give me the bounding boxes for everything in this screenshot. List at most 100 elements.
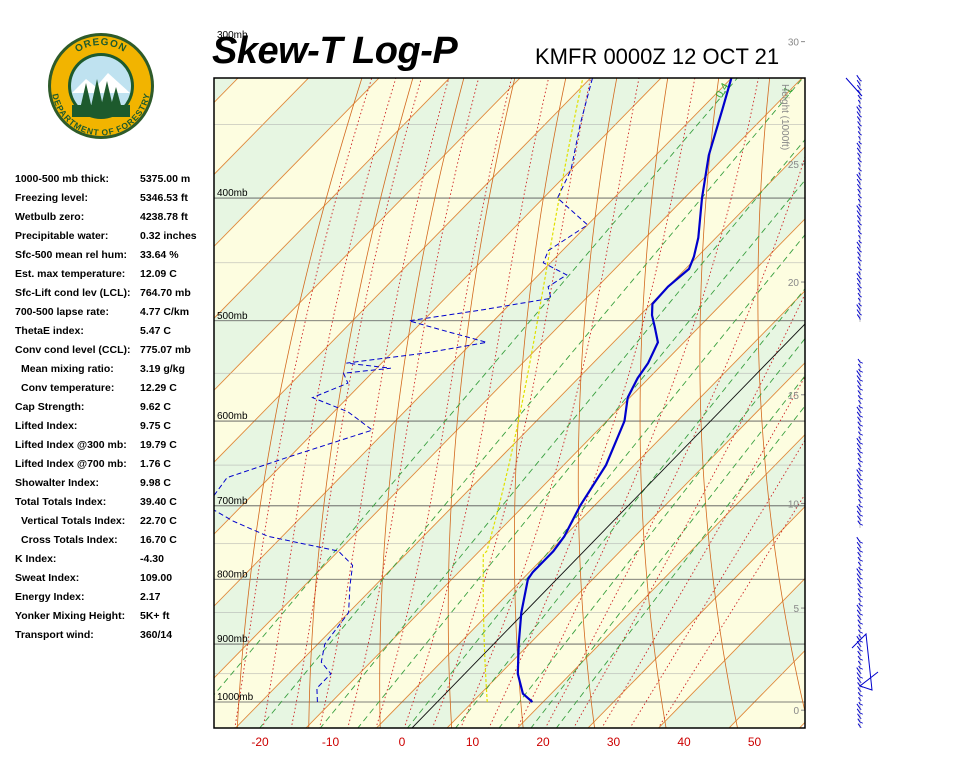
wind-barb xyxy=(857,287,861,292)
index-row: Lifted Index @700 mb: 1.76 C xyxy=(15,455,215,474)
wind-barb xyxy=(859,277,862,280)
index-label: Conv temperature: xyxy=(21,382,115,394)
wind-barb xyxy=(859,690,862,692)
wind-barb xyxy=(857,457,861,462)
wind-barb xyxy=(859,259,862,262)
wind-barb xyxy=(857,494,861,498)
wind-barb xyxy=(857,452,861,457)
wind-barb xyxy=(857,484,861,489)
wind-barb xyxy=(858,239,861,243)
wind-barb xyxy=(857,583,861,588)
index-row: Yonker Mixing Height: 5K+ ft xyxy=(15,607,215,626)
dry-adiabat xyxy=(577,78,618,728)
wind-barb xyxy=(859,438,862,440)
wind-barb xyxy=(859,514,863,517)
index-label: Lifted Index: xyxy=(15,420,78,432)
wind-barb xyxy=(859,388,863,391)
wind-barb xyxy=(859,649,863,652)
wind-barb xyxy=(858,696,861,700)
wind-barb xyxy=(856,178,861,184)
parcel-path xyxy=(482,78,584,703)
wind-barb xyxy=(858,436,861,439)
wind-barb xyxy=(856,79,861,85)
wind-barb xyxy=(856,568,861,574)
index-value: 3.19 g/kg xyxy=(140,363,185,375)
wind-barb xyxy=(857,421,861,426)
wind-barb xyxy=(857,718,861,723)
wind-barb xyxy=(857,167,861,171)
wind-barb xyxy=(856,309,861,315)
wind-barb xyxy=(859,699,862,701)
wind-barb xyxy=(857,230,861,234)
wind-barb xyxy=(858,172,861,175)
index-row: Lifted Index: 9.75 C xyxy=(15,417,215,436)
wind-barb xyxy=(856,546,861,552)
wind-barb xyxy=(859,214,862,217)
index-label: Vertical Totals Index: xyxy=(21,515,126,527)
wind-barb xyxy=(856,479,861,484)
isotherm-line xyxy=(305,218,805,728)
wind-barb xyxy=(859,645,862,647)
wind-barb xyxy=(857,157,861,162)
x-tick-label: -20 xyxy=(251,735,269,749)
wind-barb xyxy=(857,395,861,399)
wind-barb xyxy=(859,250,862,253)
wind-barb xyxy=(859,402,862,404)
x-tick-label: 40 xyxy=(677,735,691,749)
x-tick-label: 0 xyxy=(399,735,406,749)
wind-barb xyxy=(856,370,861,376)
index-value: 12.29 C xyxy=(140,382,177,394)
wind-barb xyxy=(858,234,861,238)
wind-barb xyxy=(856,541,861,547)
index-row: Sfc-Lift cond lev (LCL): 764.70 mb xyxy=(15,284,215,303)
index-value: 9.75 C xyxy=(140,420,171,432)
wind-barb xyxy=(856,282,861,288)
wind-barb xyxy=(859,268,862,271)
wind-barb xyxy=(859,546,862,548)
index-label: Energy Index: xyxy=(15,591,85,603)
wind-barb xyxy=(857,363,861,367)
wind-barb xyxy=(859,397,863,400)
wind-barb xyxy=(856,645,861,651)
wind-barb xyxy=(856,84,861,90)
wind-barb xyxy=(858,566,861,570)
wind-barb xyxy=(859,694,863,697)
dry-adiabat xyxy=(513,78,567,728)
isotherm-line xyxy=(587,505,805,728)
wind-barb xyxy=(857,556,861,561)
wind-barb xyxy=(859,142,862,145)
wind-barb xyxy=(859,106,862,109)
wind-barb xyxy=(859,609,862,611)
wind-barb xyxy=(859,456,862,458)
wind-barb xyxy=(856,573,861,579)
wind-barb xyxy=(857,385,861,390)
wind-barb xyxy=(857,426,861,430)
wind-barb xyxy=(857,629,861,633)
wind-barb xyxy=(857,520,861,525)
wind-barb xyxy=(859,550,863,553)
stability-indices-panel: 1000-500 mb thick: 5375.00 m Freezing leve… xyxy=(15,170,215,645)
wind-barb xyxy=(857,462,861,466)
wind-barb xyxy=(857,614,861,619)
wind-barb xyxy=(859,474,862,476)
wind-barb xyxy=(856,667,861,673)
index-row: Total Totals Index: 39.40 C xyxy=(15,493,215,512)
wind-barb xyxy=(857,655,861,660)
wind-barb xyxy=(856,442,861,448)
wind-barb xyxy=(859,375,862,377)
wind-barb xyxy=(859,636,862,638)
wind-barb xyxy=(859,595,863,598)
wind-barb xyxy=(858,104,861,108)
wind-barb xyxy=(857,687,861,691)
index-label: Mean mixing ratio: xyxy=(21,363,114,375)
height-tick-label: 15 xyxy=(788,391,800,402)
wind-barb xyxy=(858,498,861,502)
wind-barb xyxy=(859,295,862,298)
wind-barb xyxy=(859,559,863,562)
wind-barb xyxy=(857,121,861,126)
wind-barb xyxy=(858,503,861,507)
dry-adiabat xyxy=(639,78,669,728)
index-label: Showalter Index: xyxy=(15,477,100,489)
height-tick-label: 30 xyxy=(788,38,800,49)
